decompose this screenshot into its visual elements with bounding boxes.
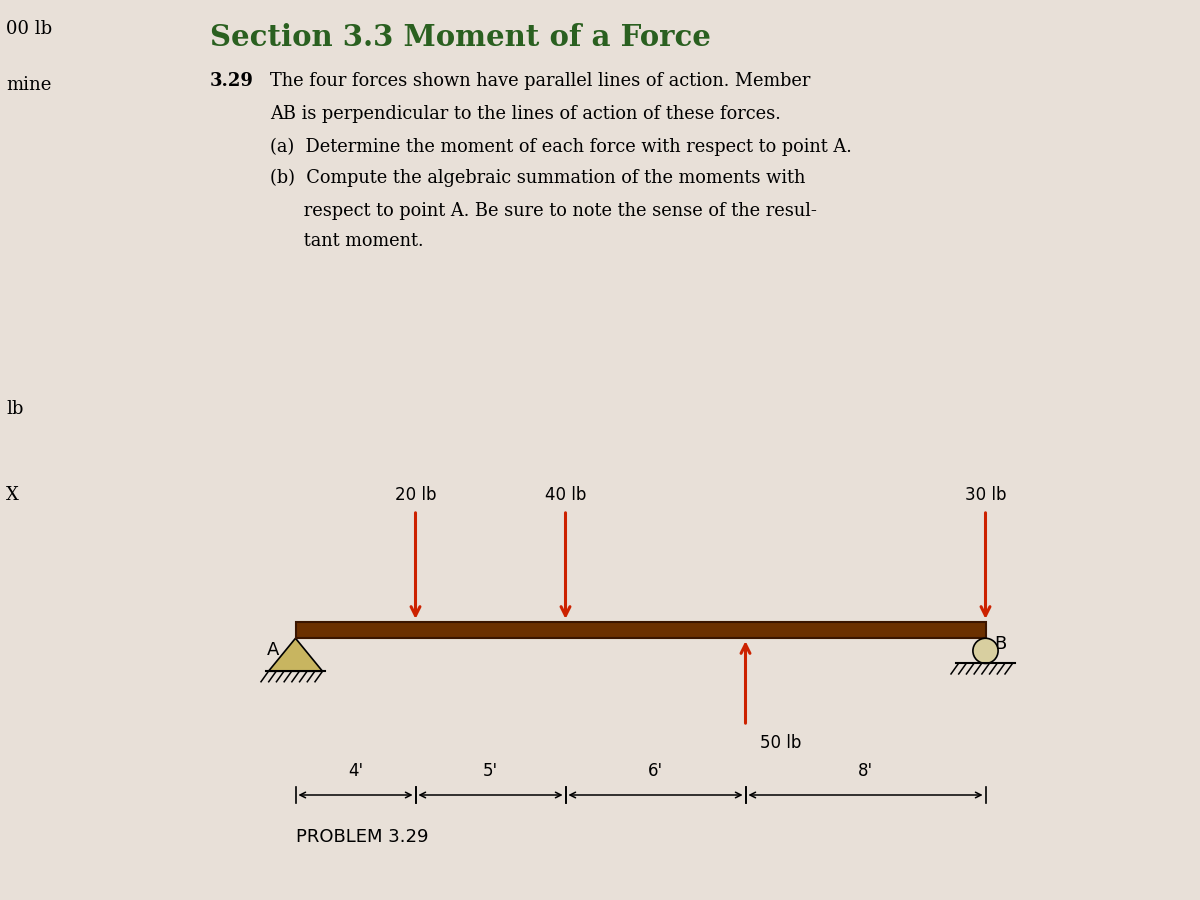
Text: mine: mine xyxy=(6,76,52,94)
Text: tant moment.: tant moment. xyxy=(270,232,424,250)
Text: 50 lb: 50 lb xyxy=(761,734,802,752)
Text: (a)  Determine the moment of each force with respect to point A.: (a) Determine the moment of each force w… xyxy=(270,138,852,156)
Text: (b)  Compute the algebraic summation of the moments with: (b) Compute the algebraic summation of t… xyxy=(270,169,805,187)
Polygon shape xyxy=(269,638,323,671)
Text: 5': 5' xyxy=(482,762,498,780)
Text: The four forces shown have parallel lines of action. Member: The four forces shown have parallel line… xyxy=(270,72,810,90)
Text: 3.29: 3.29 xyxy=(210,72,254,90)
Text: 00 lb: 00 lb xyxy=(6,20,52,38)
Text: 40 lb: 40 lb xyxy=(545,486,586,504)
Text: 30 lb: 30 lb xyxy=(965,486,1007,504)
Text: 6': 6' xyxy=(648,762,664,780)
Text: 4': 4' xyxy=(348,762,364,780)
Text: Section 3.3 Moment of a Force: Section 3.3 Moment of a Force xyxy=(210,22,710,51)
Text: respect to point A. Be sure to note the sense of the resul-: respect to point A. Be sure to note the … xyxy=(270,202,817,220)
Text: lb: lb xyxy=(6,400,23,418)
Text: A: A xyxy=(266,641,278,659)
Text: AB is perpendicular to the lines of action of these forces.: AB is perpendicular to the lines of acti… xyxy=(270,105,781,123)
Text: 20 lb: 20 lb xyxy=(395,486,437,504)
Text: B: B xyxy=(995,635,1007,653)
Text: 8': 8' xyxy=(858,762,874,780)
Circle shape xyxy=(973,638,998,663)
Text: PROBLEM 3.29: PROBLEM 3.29 xyxy=(295,828,428,846)
Bar xyxy=(295,622,985,638)
Text: X: X xyxy=(6,486,19,504)
